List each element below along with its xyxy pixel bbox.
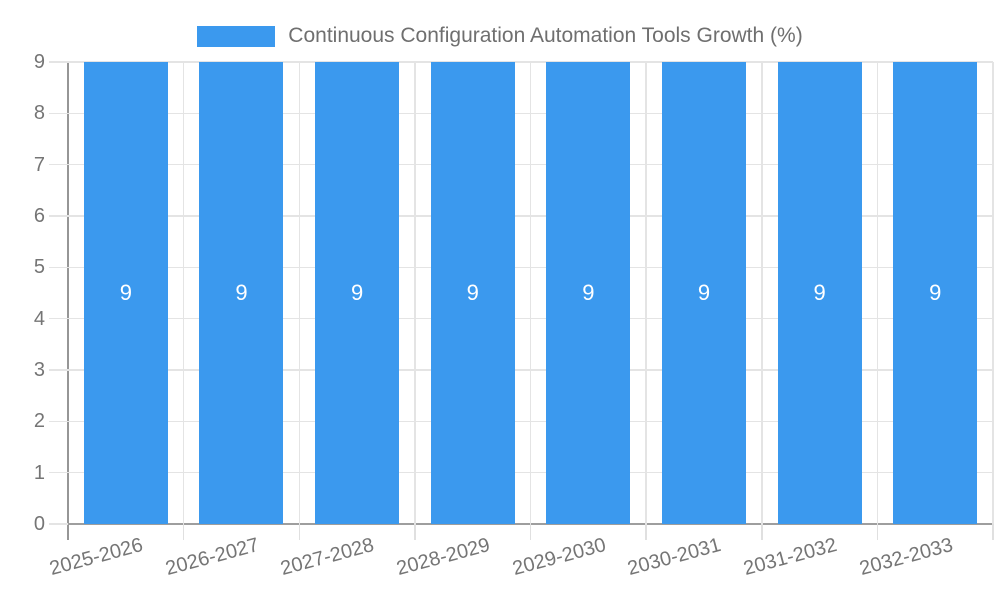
y-tick-label: 8 [33, 102, 45, 125]
x-tick-icon [182, 524, 185, 540]
x-tick-icon [529, 524, 532, 540]
bar-value-label: 9 [350, 280, 364, 305]
x-tick-label: 2031-2032 [741, 534, 840, 581]
y-tick-label: 6 [33, 205, 45, 227]
x-tick-label: 2029-2030 [509, 534, 609, 581]
x-tick-icon [876, 524, 879, 540]
x-gridline [414, 62, 416, 524]
x-tick-icon [298, 524, 300, 540]
y-tick-icon [49, 163, 68, 166]
y-tick-icon [49, 266, 68, 269]
x-tick-label: 2025-2026 [47, 534, 146, 581]
y-tick-icon [49, 317, 68, 320]
bar-value-label: 9 [929, 280, 942, 305]
x-gridline [182, 62, 185, 524]
y-tick-icon [49, 215, 68, 217]
bar-value-label: 9 [813, 280, 826, 305]
y-axis-line [66, 62, 69, 540]
x-tick-icon [992, 524, 994, 540]
y-tick-label: 5 [33, 256, 45, 279]
x-gridline [529, 62, 532, 524]
x-tick-label: 2032-2033 [856, 534, 955, 581]
bar-2031-2032[interactable]: 9 [777, 62, 862, 524]
bar-2030-2031[interactable]: 9 [661, 62, 746, 524]
bar-value-label: 9 [697, 280, 711, 305]
y-tick-icon [49, 523, 68, 525]
bar-value-label: 9 [235, 280, 248, 305]
y-tick-label: 1 [33, 461, 45, 484]
bar-2028-2029[interactable]: 9 [430, 62, 515, 524]
x-tick-icon [645, 524, 647, 540]
bar-value-label: 9 [119, 280, 132, 305]
bar-2025-2026[interactable]: 9 [83, 62, 168, 524]
legend-swatch-icon [197, 25, 276, 47]
x-tick-label: 2026-2027 [163, 534, 262, 581]
bar-value-label: 9 [466, 280, 479, 305]
x-gridline [298, 62, 300, 524]
bar-value-label: 9 [582, 280, 595, 305]
chart-title: Continuous Configuration Automation Tool… [288, 24, 803, 47]
x-gridline [876, 62, 879, 524]
x-tick-icon [414, 524, 416, 540]
y-tick-icon [49, 61, 68, 63]
y-tick-icon [49, 369, 68, 371]
x-gridline [645, 62, 647, 524]
plot-area: 9 9 9 9 9 9 9 9 [68, 61, 994, 524]
bar-2026-2027[interactable]: 9 [199, 62, 284, 524]
x-tick-label: 2030-2031 [625, 534, 724, 581]
x-tick-label: 2027-2028 [278, 534, 377, 581]
y-tick-icon [49, 471, 68, 474]
chart-legend[interactable]: Continuous Configuration Automation Tool… [0, 22, 1000, 50]
y-tick-label: 2 [33, 410, 45, 433]
y-tick-icon [49, 112, 68, 115]
x-gridline [761, 62, 763, 524]
y-tick-label: 3 [33, 359, 45, 381]
bar-2027-2028[interactable]: 9 [315, 62, 400, 524]
y-tick-icon [49, 420, 68, 423]
x-tick-icon [761, 524, 763, 540]
y-tick-label: 7 [33, 153, 45, 176]
bar-2032-2033[interactable]: 9 [893, 62, 978, 524]
y-tick-label: 0 [33, 513, 45, 535]
x-tick-label: 2028-2029 [394, 534, 493, 581]
x-gridline [992, 62, 994, 524]
y-tick-label: 9 [33, 51, 45, 73]
bar-2029-2030[interactable]: 9 [546, 62, 631, 524]
y-tick-label: 4 [33, 307, 45, 330]
